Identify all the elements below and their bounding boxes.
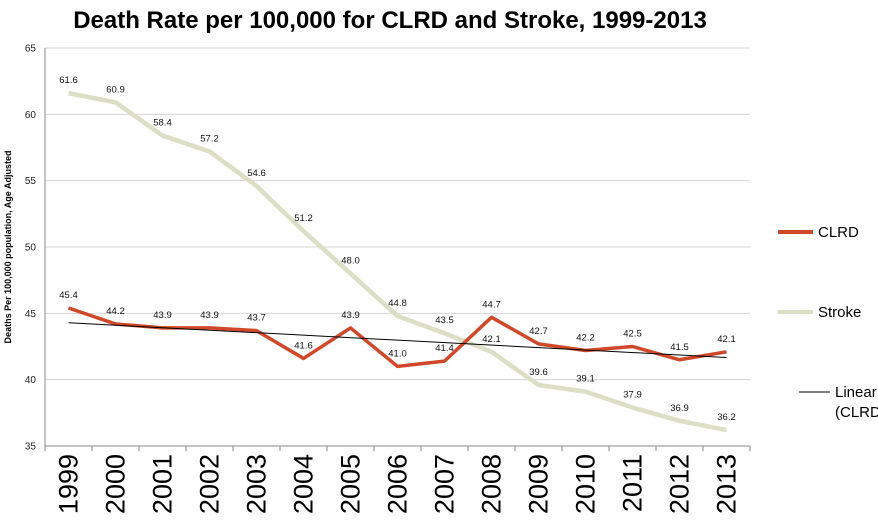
trendline-clrd bbox=[68, 322, 727, 359]
x-tick-label: 2002 bbox=[195, 454, 225, 514]
data-label-stroke: 39.6 bbox=[529, 367, 548, 378]
y-tick-label: 45 bbox=[25, 309, 37, 320]
data-label-stroke: 58.4 bbox=[153, 118, 172, 129]
data-label-stroke: 54.6 bbox=[247, 168, 266, 179]
series-line-clrd bbox=[67, 306, 727, 369]
legend-label: Stroke bbox=[818, 304, 861, 321]
x-tick-label: 1999 bbox=[54, 454, 84, 514]
data-label-clrd: 41.5 bbox=[670, 342, 689, 353]
y-axis-label: Deaths Per 100,000 population, Age Adjus… bbox=[3, 151, 13, 344]
data-label-clrd: 43.9 bbox=[153, 310, 172, 321]
x-tick-label: 2012 bbox=[665, 454, 695, 514]
data-label-clrd: 42.2 bbox=[576, 332, 595, 343]
data-label-stroke: 39.1 bbox=[576, 374, 595, 385]
x-tick-label: 2010 bbox=[571, 454, 601, 514]
data-label-clrd: 41.6 bbox=[294, 340, 313, 351]
data-label-clrd: 45.4 bbox=[59, 290, 78, 301]
data-label-stroke: 37.9 bbox=[623, 390, 642, 401]
data-label-stroke: 43.5 bbox=[435, 315, 454, 326]
data-label-stroke: 60.9 bbox=[106, 84, 125, 95]
data-label-clrd: 43.9 bbox=[341, 310, 360, 321]
x-tick-label: 2007 bbox=[430, 454, 460, 514]
data-label-clrd: 41.0 bbox=[388, 348, 407, 359]
legend-label: (CLRD) bbox=[835, 404, 878, 421]
legend-label: CLRD bbox=[818, 224, 859, 241]
data-label-stroke: 57.2 bbox=[200, 133, 219, 144]
data-label-clrd: 42.1 bbox=[717, 334, 736, 345]
y-tick-label: 55 bbox=[25, 176, 37, 187]
data-label-clrd: 43.7 bbox=[247, 313, 266, 324]
x-tick-label: 2005 bbox=[336, 454, 366, 514]
data-label-clrd: 41.4 bbox=[435, 343, 454, 354]
data-label-stroke: 36.2 bbox=[717, 412, 736, 423]
data-label-stroke: 44.8 bbox=[388, 298, 407, 309]
x-axis-ticks: 1999 2000 2001 2002 2003 2004 2005 2006 2007 2008… bbox=[54, 454, 742, 514]
x-tick-label: 2001 bbox=[148, 454, 178, 514]
data-label-stroke: 51.2 bbox=[294, 213, 313, 224]
y-tick-label: 40 bbox=[25, 375, 37, 386]
gridlines bbox=[44, 47, 751, 451]
data-label-stroke: 61.6 bbox=[59, 75, 78, 86]
chart-title: Death Rate per 100,000 for CLRD and Stro… bbox=[73, 7, 707, 34]
x-tick-label: 2008 bbox=[477, 454, 507, 514]
series-line-stroke bbox=[68, 90, 727, 433]
plot-area bbox=[67, 90, 727, 433]
x-tick-label: 2004 bbox=[289, 454, 319, 514]
x-tick-label: 2000 bbox=[101, 454, 131, 514]
x-tick-label: 2011 bbox=[618, 454, 648, 512]
x-tick-label: 2009 bbox=[524, 454, 554, 514]
data-label-clrd: 43.9 bbox=[200, 310, 219, 321]
x-tick-label: 2003 bbox=[242, 454, 272, 514]
y-tick-label: 65 bbox=[25, 44, 37, 55]
legend: CLRD Stroke Linear (CLRD) bbox=[778, 224, 878, 421]
y-tick-label: 50 bbox=[25, 243, 37, 254]
data-label-stroke: 42.1 bbox=[482, 334, 501, 345]
data-label-clrd: 42.5 bbox=[623, 329, 642, 340]
x-tick-label: 2006 bbox=[383, 454, 413, 514]
data-label-clrd: 42.7 bbox=[529, 326, 548, 337]
y-axis-ticks: 35 40 45 50 55 60 65 bbox=[25, 44, 37, 453]
y-tick-label: 35 bbox=[25, 442, 37, 453]
data-label-stroke: 48.0 bbox=[341, 256, 360, 267]
legend-label: Linear bbox=[835, 384, 877, 401]
data-label-clrd: 44.7 bbox=[482, 299, 501, 310]
x-tick-label: 2013 bbox=[712, 454, 742, 514]
data-label-stroke: 36.9 bbox=[670, 403, 689, 414]
y-tick-label: 60 bbox=[25, 110, 37, 121]
data-labels: 45.4 44.2 43.9 43.9 43.7 41.6 43.9 41.0 41.4 44.7… bbox=[59, 75, 736, 423]
data-label-clrd: 44.2 bbox=[106, 306, 125, 317]
